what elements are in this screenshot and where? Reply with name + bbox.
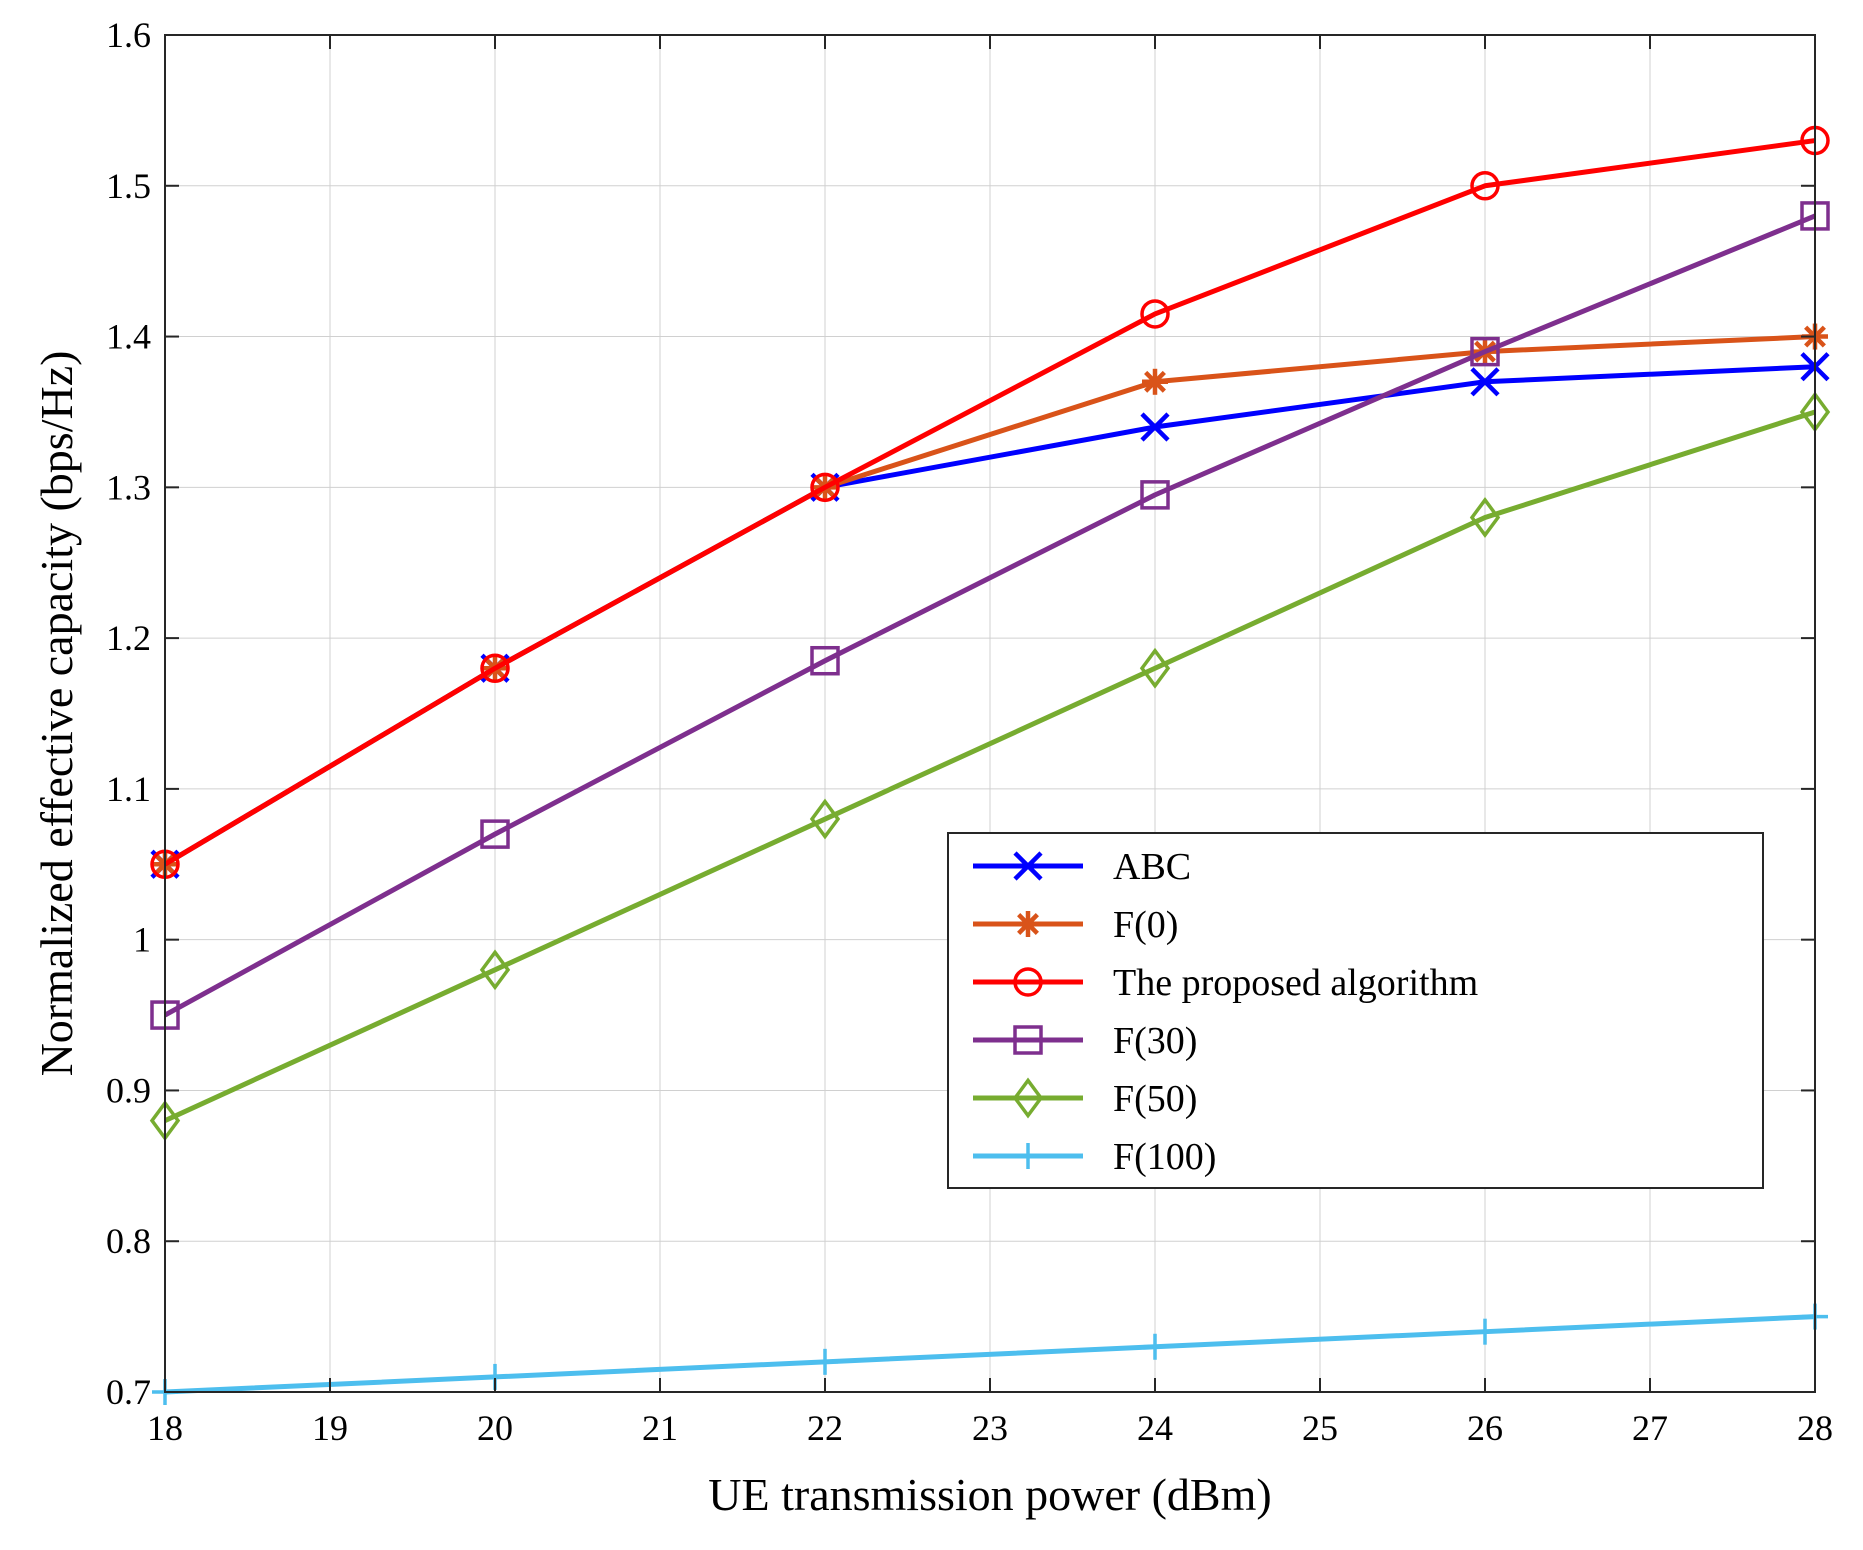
x-tick-label: 25: [1302, 1408, 1338, 1448]
data-point: [812, 1348, 838, 1375]
data-point: [1140, 412, 1170, 442]
marker-square: [1470, 336, 1500, 367]
legend-item: F(0): [973, 904, 1178, 946]
x-tick-label: 28: [1797, 1408, 1833, 1448]
marker-diamond: [1139, 647, 1171, 689]
data-point: [1140, 299, 1170, 329]
data-point: [810, 472, 840, 503]
series-line: [163, 138, 1816, 867]
y-tick-label: 1.3: [106, 467, 151, 507]
data-point: [1469, 496, 1501, 538]
y-tick-label: 1.6: [106, 15, 151, 55]
x-tick-label: 26: [1467, 1408, 1503, 1448]
legend-box: [947, 832, 1764, 1189]
legend-label: The proposed algorithm: [1113, 962, 1478, 1004]
data-point: [1472, 1318, 1498, 1345]
y-tick-label: 1.5: [106, 166, 151, 206]
grid-lines: [165, 35, 1815, 1392]
legend-item: F(50): [973, 1077, 1197, 1120]
marker-x-stroke: [1013, 851, 1043, 881]
marker-diamond: [1469, 496, 1501, 538]
x-tick-label: 23: [972, 1408, 1008, 1448]
data-point: [1470, 367, 1500, 397]
legend-item: ABC: [973, 846, 1191, 888]
series-line: [163, 409, 1816, 1123]
data-point: [1142, 1333, 1168, 1360]
y-tick-label: 1.4: [106, 317, 151, 357]
marker-square: [1013, 1025, 1043, 1055]
x-tick-label: 22: [807, 1408, 843, 1448]
data-point: [480, 653, 510, 684]
legend-label: F(30): [1113, 1020, 1197, 1062]
marker-asterisk-stroke: [1144, 370, 1166, 393]
marker-circle: [480, 653, 510, 684]
legend-label: F(50): [1113, 1078, 1197, 1120]
data-point: [1140, 480, 1170, 510]
y-tick-label: 0.8: [106, 1221, 151, 1261]
data-point: [479, 949, 511, 991]
marker-x-stroke: [1470, 367, 1500, 397]
y-tick-label: 1: [133, 920, 151, 960]
legend-marker: [1015, 1143, 1041, 1169]
series-the-proposed-algorithm: [150, 125, 1830, 880]
legend-label: F(100): [1113, 1136, 1216, 1178]
marker-circle: [1140, 299, 1170, 329]
legend-item: F(100): [973, 1136, 1216, 1178]
marker-x-stroke: [1140, 412, 1170, 442]
marker-diamond: [479, 949, 511, 991]
y-tick-label: 0.9: [106, 1070, 151, 1110]
x-tick-label: 18: [147, 1408, 183, 1448]
y-tick-label: 1.1: [106, 769, 151, 809]
x-tick-label: 20: [477, 1408, 513, 1448]
series-line: [164, 1314, 1816, 1395]
legend-marker: [1013, 967, 1043, 997]
marker-asterisk-stroke: [1017, 913, 1039, 935]
data-point: [1470, 336, 1500, 367]
data-point: [1142, 368, 1168, 395]
legend-marker: [1015, 911, 1041, 937]
legend-marker: [1013, 1025, 1043, 1055]
marker-diamond: [809, 798, 841, 840]
data-point: [1470, 171, 1500, 201]
series-line: [163, 213, 1816, 1018]
marker-diamond: [1012, 1077, 1044, 1119]
legend-item: The proposed algorithm: [973, 962, 1478, 1004]
data-point: [810, 645, 840, 676]
marker-square: [480, 819, 510, 849]
data-point: [1139, 647, 1171, 689]
legend-marker: [1012, 1077, 1044, 1119]
marker-circle: [810, 472, 840, 503]
legend-item: F(30): [973, 1020, 1197, 1062]
y-axis-title: Normalized effective capacity (bps/Hz): [31, 351, 82, 1077]
y-tick-label: 0.7: [106, 1372, 151, 1412]
x-axis-title: UE transmission power (dBm): [708, 1469, 1271, 1520]
legend-label: ABC: [1113, 846, 1191, 888]
data-point: [480, 819, 510, 849]
marker-square: [810, 645, 840, 676]
data-point: [809, 798, 841, 840]
x-tick-label: 27: [1632, 1408, 1668, 1448]
axes: 18 19 20 21 22 23 24 25 26 27 28 0.7 0.8 0.9 1 1.1 1.2 1.…: [31, 15, 1833, 1520]
marker-square: [1140, 480, 1170, 510]
legend-marker: [1013, 851, 1043, 881]
x-tick-label: 21: [642, 1408, 678, 1448]
legend: ABC F(0) The proposed algorithm F(30) F(50) F…: [947, 832, 1764, 1189]
y-tick-label: 1.2: [106, 618, 151, 658]
legend-label: F(0): [1113, 904, 1178, 946]
x-tick-label: 24: [1137, 1408, 1173, 1448]
x-tick-label: 19: [312, 1408, 348, 1448]
marker-circle: [1470, 171, 1500, 201]
marker-circle: [1013, 967, 1043, 997]
